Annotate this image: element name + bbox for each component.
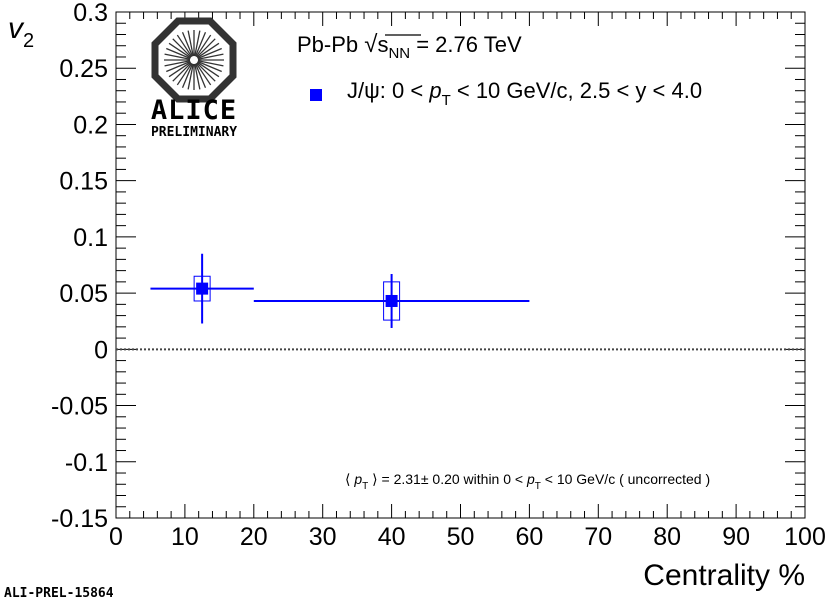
logo-ray xyxy=(194,32,207,57)
logo-ray xyxy=(194,30,201,57)
y-tick-label: -0.05 xyxy=(51,393,108,421)
logo-ray xyxy=(195,62,212,86)
logo-ray xyxy=(197,47,222,60)
legend-marker xyxy=(310,89,322,101)
y-tick-label: 0.25 xyxy=(59,55,108,83)
mean-pt-annotation: ⟨ pT ⟩ = 2.31± 0.20 within 0 < pT < 10 G… xyxy=(345,471,710,492)
data-point xyxy=(253,273,530,328)
y-tick-label: -0.1 xyxy=(65,449,108,477)
y-tick-label: 0.3 xyxy=(73,0,108,27)
data-marker xyxy=(385,294,398,307)
logo-ray xyxy=(181,63,194,88)
x-tick-label: 80 xyxy=(653,523,681,551)
x-tick-labels: 0 10 20 30 40 50 60 70 80 90 100 xyxy=(109,523,826,551)
logo-ray xyxy=(176,62,193,86)
logo-ray xyxy=(197,60,222,73)
logo-ray xyxy=(187,63,194,90)
x-tick-label: 50 xyxy=(447,523,475,551)
x-tick-label: 90 xyxy=(722,523,750,551)
logo-ray xyxy=(196,61,220,78)
x-tick-label: 40 xyxy=(378,523,406,551)
logo-ray xyxy=(164,60,191,67)
logo-ray xyxy=(172,62,192,82)
axis-ticks xyxy=(115,11,806,519)
x-axis-title: Centrality % xyxy=(643,559,805,592)
y-tick-label: 0.1 xyxy=(73,224,108,252)
logo-ray xyxy=(187,30,194,57)
x-tick-label: 0 xyxy=(109,523,123,551)
logo-ray xyxy=(166,60,191,73)
logo-ray xyxy=(168,42,192,59)
logo-ray xyxy=(166,47,191,60)
logo-ray xyxy=(196,62,216,82)
logo-ray xyxy=(197,53,224,60)
logo-ray xyxy=(164,53,191,60)
alice-logo-rays xyxy=(164,30,224,90)
logo-ray xyxy=(176,34,193,58)
alice-logo-subtitle: PRELIMINARY xyxy=(151,125,237,140)
logo-ray xyxy=(181,32,194,57)
x-tick-label: 100 xyxy=(784,523,826,551)
logo-ray xyxy=(172,38,192,58)
x-tick-label: 30 xyxy=(309,523,337,551)
legend-label: J/ψ: 0 < pT < 10 GeV/c, 2.5 < y < 4.0 xyxy=(347,78,702,109)
logo-ray xyxy=(194,63,201,90)
y-tick-label: 0.2 xyxy=(73,111,108,139)
logo-ray xyxy=(196,38,216,58)
y-axis-title: v2 xyxy=(8,12,34,52)
sys-error-box xyxy=(383,281,401,321)
data-marker xyxy=(196,282,209,295)
logo-ray xyxy=(195,34,212,58)
logo-ray xyxy=(196,42,220,59)
x-tick-label: 10 xyxy=(171,523,199,551)
y-tick-label: 0.05 xyxy=(59,280,108,308)
data-point xyxy=(150,253,254,324)
x-tick-label: 60 xyxy=(515,523,543,551)
x-tick-label: 20 xyxy=(240,523,268,551)
y-tick-labels: -0.15 -0.1 -0.05 0 0.05 0.1 0.15 0.2 0.25 0.3 xyxy=(51,0,108,533)
sys-error-box xyxy=(193,275,211,302)
alice-logo-name: ALICE xyxy=(151,95,237,126)
y-tick-label: 0.15 xyxy=(59,168,108,196)
alice-logo: ALICE PRELIMINARY xyxy=(151,17,237,140)
collision-system-label: Pb-Pb √sNN = 2.76 TeV xyxy=(297,31,522,62)
preliminary-id: ALI-PREL-15864 xyxy=(4,586,114,601)
data-series xyxy=(150,253,530,328)
y-tick-label: 0 xyxy=(94,336,108,364)
logo-ray xyxy=(168,61,192,78)
y-tick-label: -0.15 xyxy=(51,505,108,533)
logo-ray xyxy=(197,60,224,67)
logo-ray xyxy=(194,63,207,88)
x-tick-label: 70 xyxy=(584,523,612,551)
